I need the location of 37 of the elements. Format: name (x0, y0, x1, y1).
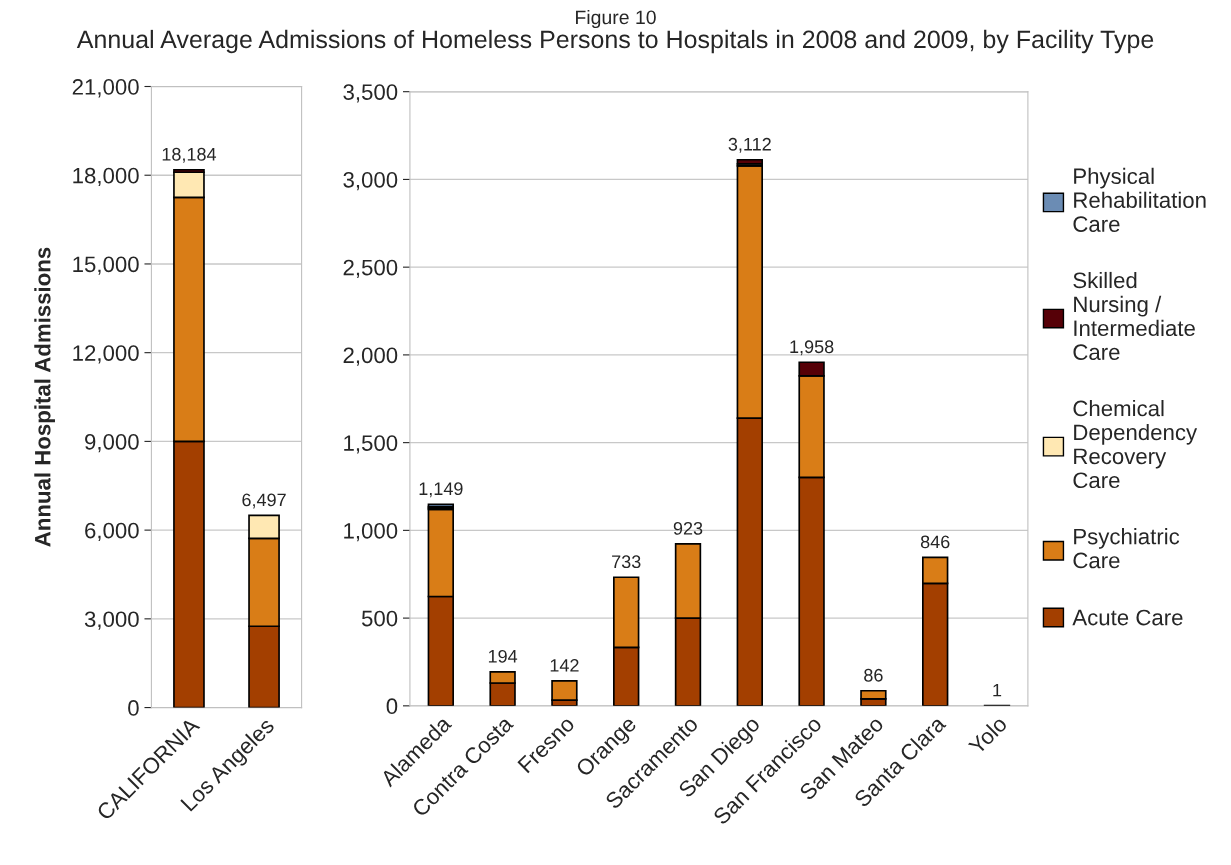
y-tick-label: 6,000 (85, 522, 139, 542)
y-tick-label: 3,000 (343, 171, 398, 191)
total-label: 6,497 (242, 493, 286, 509)
y-tick-label: 2,000 (343, 347, 398, 366)
total-label: 846 (920, 535, 950, 549)
total-label: 1,149 (419, 482, 463, 498)
y-tick-label: 0 (128, 700, 139, 716)
y-tick-label: 3,000 (84, 611, 139, 630)
y-tick-label: 2,500 (343, 259, 398, 279)
legend-label: Acute Care (1072, 609, 1183, 626)
total-label: 142 (550, 659, 579, 672)
legend-label: Skilled Nursing / Intermediate Care (1073, 271, 1195, 361)
total-label: 733 (612, 555, 641, 569)
y-axis-title: Annual Hospital Admissions (34, 247, 55, 547)
total-label: 1 (993, 683, 1002, 697)
y-tick-label: 9,000 (85, 433, 139, 453)
x-tick-label: Yolo (967, 714, 1008, 756)
y-tick-label: 15,000 (73, 256, 139, 275)
total-label: 86 (864, 668, 883, 682)
y-tick-label: 21,000 (72, 79, 139, 98)
y-tick-label: 1,000 (344, 522, 398, 542)
y-tick-label: 3,500 (343, 84, 398, 103)
y-tick-label: 1,500 (344, 435, 398, 454)
chart-subtitle: Annual Average Admissions of Homeless Persons to Hospitals in 2008 and 2009, by Facility Type (76, 29, 1154, 54)
chart-title: Figure 10 (576, 9, 656, 29)
legend-label: Psychiatric Care (1073, 528, 1180, 569)
legend-label: Chemical Dependency Recovery Care (1073, 399, 1198, 489)
y-tick-label: 18,000 (73, 167, 139, 187)
total-label: 18,184 (162, 147, 217, 163)
y-tick-label: 12,000 (73, 345, 139, 364)
total-label: 1,958 (790, 340, 834, 356)
y-tick-label: 0 (386, 698, 398, 715)
total-label: 194 (488, 649, 518, 663)
y-tick-label: 500 (361, 610, 398, 627)
total-label: 923 (673, 521, 703, 535)
total-label: 3,112 (728, 137, 771, 153)
legend-label: Physical Rehabilitation Care (1073, 167, 1206, 232)
